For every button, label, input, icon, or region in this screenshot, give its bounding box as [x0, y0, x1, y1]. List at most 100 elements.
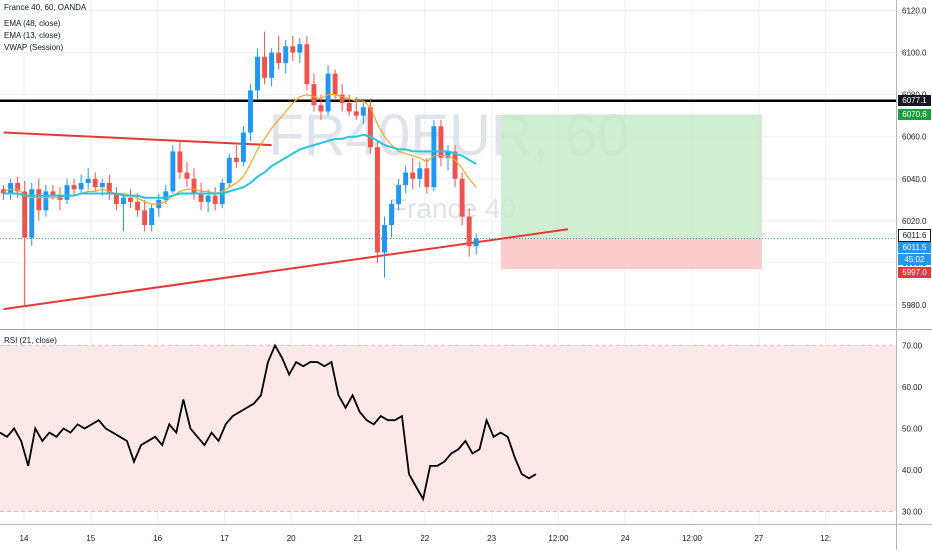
time-tick-label: 24	[621, 534, 630, 543]
candle-body	[163, 191, 169, 200]
candle-body	[325, 73, 331, 112]
candle-body	[283, 46, 289, 64]
time-tick-label: 15	[86, 534, 95, 543]
candle-body	[269, 52, 275, 78]
candle-body	[438, 126, 444, 158]
candle-body	[135, 201, 141, 211]
candle-body	[297, 44, 303, 53]
rsi-tick-label: 70.00	[902, 341, 923, 350]
candle-body	[113, 193, 119, 205]
time-tick-label: 12:	[820, 534, 831, 543]
time-tick-label: 14	[20, 534, 29, 543]
candle-body	[233, 157, 239, 162]
rsi-tick-label: 60.00	[902, 383, 923, 392]
candle-body	[120, 197, 126, 205]
rsi-tick-label: 50.00	[902, 425, 923, 434]
candle-body	[36, 189, 42, 211]
candle-body	[311, 84, 317, 106]
candle-body	[71, 185, 77, 190]
price-tick-label: 6060.0	[902, 133, 927, 142]
price-tick-label: 5980.0	[902, 301, 927, 310]
candle-body	[106, 182, 112, 194]
candle-body	[431, 126, 437, 188]
candle-body	[417, 168, 423, 179]
trendline	[3, 131, 272, 147]
stop-zone	[500, 238, 762, 270]
ema48-legend[interactable]: EMA (48, close)	[4, 19, 61, 28]
candle-body	[367, 107, 373, 148]
price-tick-label: 6040.0	[902, 175, 927, 184]
candle-body	[1, 189, 6, 194]
candle-body	[374, 147, 380, 253]
time-tick-label: 12:00	[682, 534, 703, 543]
candle-body	[15, 182, 21, 192]
candle-body	[403, 172, 409, 186]
candle-body	[382, 225, 387, 253]
stop-price-tag: 5997.0	[898, 267, 931, 278]
candle-body	[389, 204, 395, 226]
watermark-name: France 40	[390, 193, 516, 224]
candle-body	[318, 105, 324, 112]
time-tick-label: 16	[153, 534, 162, 543]
candle-body	[262, 56, 268, 78]
time-tick-label: 27	[754, 534, 763, 543]
time-tick-label: 23	[487, 534, 496, 543]
rsi-legend[interactable]: RSI (21, close)	[4, 336, 57, 345]
candle-body	[78, 182, 84, 190]
candle-body	[459, 178, 465, 217]
candle-body	[247, 90, 253, 133]
candle-body	[149, 208, 155, 226]
ema48-line	[3, 133, 477, 199]
time-tick-label: 12:00	[548, 534, 569, 543]
trendline	[3, 228, 569, 311]
candle-body	[191, 178, 197, 194]
candle-body	[255, 56, 260, 91]
vwap-legend[interactable]: VWAP (Session)	[4, 43, 64, 52]
last-price-tag: 6011.6	[898, 229, 931, 242]
candle-body	[92, 178, 98, 188]
candle-body	[205, 195, 211, 202]
candle-body	[276, 52, 282, 64]
candle-body	[353, 111, 359, 116]
countdown-tag: 45:02	[898, 254, 931, 265]
candle-body	[445, 151, 451, 158]
time-tick-label: 20	[287, 534, 296, 543]
candle-body	[424, 168, 430, 188]
candle-body	[290, 46, 296, 53]
candle-body	[466, 216, 472, 247]
candle-body	[50, 191, 56, 196]
price-tick-label: 6120.0	[902, 7, 927, 16]
candle-body	[212, 195, 218, 205]
candle-body	[142, 210, 148, 226]
candle-body	[198, 193, 204, 202]
candle-body	[240, 132, 246, 162]
rsi-tick-label: 40.00	[902, 466, 923, 475]
price-tick-label: 6100.0	[902, 49, 927, 58]
target-zone	[500, 114, 762, 239]
target-price-tag: 6070.6	[898, 109, 931, 120]
candle-body	[184, 172, 190, 179]
time-tick-label: 21	[354, 534, 363, 543]
candle-body	[304, 44, 310, 85]
candle-body	[22, 191, 28, 238]
resistance-price-tag: 6077.1	[898, 95, 931, 106]
candle-body	[452, 151, 458, 179]
candle-body	[410, 172, 416, 179]
price-tick-label: 6020.0	[902, 217, 927, 226]
candle-body	[99, 182, 105, 188]
ema13-legend[interactable]: EMA (13, close)	[4, 31, 61, 40]
candle-body	[360, 107, 366, 116]
candle-body	[43, 191, 49, 211]
candle-body	[473, 238, 479, 247]
candle-body	[332, 73, 338, 95]
candle-body	[226, 157, 232, 183]
time-tick-label: 17	[220, 534, 229, 543]
candle-body	[177, 151, 183, 173]
candle-body	[29, 189, 35, 238]
candle-body	[85, 178, 91, 183]
candle-body	[346, 103, 352, 112]
symbol-legend[interactable]: France 40, 60, OANDA	[4, 3, 87, 12]
candle-body	[339, 94, 345, 104]
